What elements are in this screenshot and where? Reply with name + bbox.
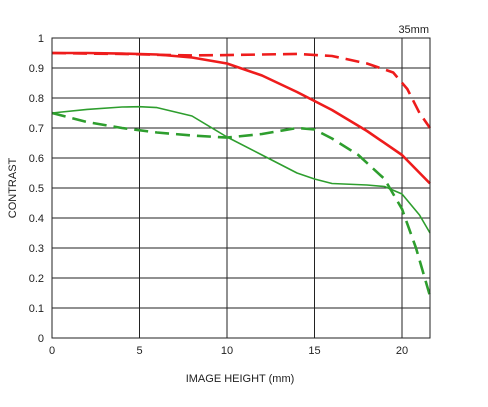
y-tick-label-7: 0.7 [29,123,44,135]
grid [51,37,430,339]
y-tick-label-10: 1 [38,33,44,45]
series-line-1 [51,51,432,129]
y-tick-label-3: 0.3 [29,243,44,255]
y-tick-label-1: 0.1 [29,303,44,315]
x-tick-label-3: 15 [308,345,320,357]
series-line-3 [51,111,432,297]
x-tick-label-4: 20 [396,345,408,357]
y-tick-label-6: 0.6 [29,153,44,165]
plot-border [51,37,431,339]
y-tick-labels: 0 0.1 0.2 0.3 0.4 0.5 0.6 0.7 0.8 0.9 1 [29,33,44,345]
x-tick-label-2: 10 [221,345,233,357]
y-tick-label-9: 0.9 [29,63,44,75]
y-tick-label-4: 0.4 [29,213,44,225]
y-axis-label: CONTRAST [7,157,19,218]
series-line-0 [52,51,431,185]
y-tick-label-0: 0 [38,333,44,345]
series-line-2 [51,105,431,234]
y-tick-label-2: 0.2 [29,273,44,285]
x-axis-label: IMAGE HEIGHT (mm) [186,373,295,385]
x-tick-label-1: 5 [136,345,142,357]
y-tick-label-8: 0.8 [29,93,44,105]
y-tick-label-5: 0.5 [29,183,44,195]
x-tick-labels: 0 5 10 15 20 [49,345,408,357]
series-layer [51,51,432,297]
plot-frame [51,37,431,339]
focal-length-label: 35mm [398,24,429,36]
x-tick-label-0: 0 [49,345,55,357]
